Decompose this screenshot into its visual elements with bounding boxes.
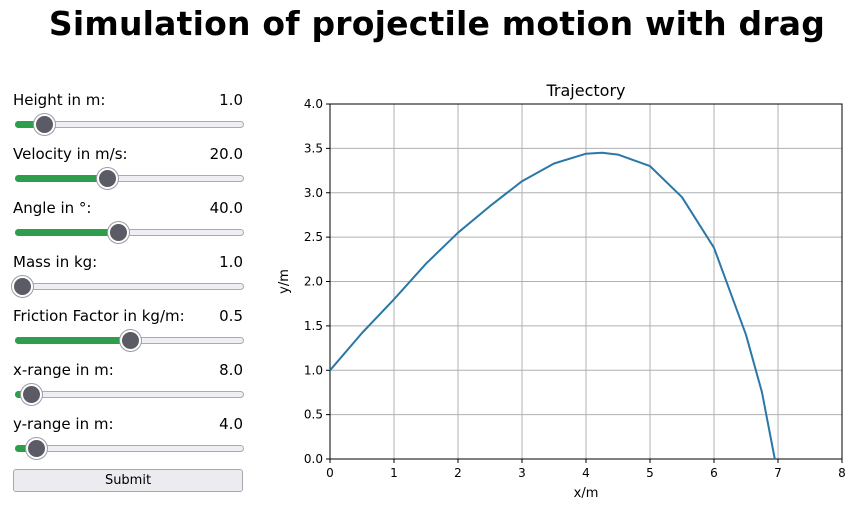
friction-control: Friction Factor in kg/m: 0.5 bbox=[13, 304, 244, 358]
x-tick-label: 3 bbox=[518, 466, 526, 480]
trajectory-chart: Trajectory 0 1 2 3 4 5 6 7 8 0.0 0.5 1.0 1.5 2.0 2.5 3.… bbox=[277, 81, 846, 501]
y-tick-label: 3.0 bbox=[304, 186, 323, 200]
x-range-control: x-range in m: 8.0 bbox=[13, 358, 244, 412]
slider-thumb[interactable] bbox=[12, 276, 33, 297]
velocity-slider[interactable] bbox=[15, 168, 244, 189]
x-range-slider[interactable] bbox=[15, 384, 244, 405]
height-value: 1.0 bbox=[219, 91, 243, 109]
slider-thumb[interactable] bbox=[120, 330, 141, 351]
slider-track bbox=[15, 283, 244, 290]
slider-fill bbox=[15, 229, 118, 236]
slider-thumb[interactable] bbox=[97, 168, 118, 189]
mass-label: Mass in kg: bbox=[13, 253, 98, 271]
mass-control: Mass in kg: 1.0 bbox=[12, 250, 244, 304]
x-tick-label: 1 bbox=[390, 466, 398, 480]
page-title: Simulation of projectile motion with dra… bbox=[48, 4, 826, 43]
y-range-slider[interactable] bbox=[15, 438, 244, 459]
velocity-label: Velocity in m/s: bbox=[13, 145, 128, 163]
y-tick-label: 4.0 bbox=[304, 97, 323, 111]
y-range-control: y-range in m: 4.0 bbox=[13, 412, 244, 466]
trajectory-line bbox=[329, 151, 776, 460]
x-tick-label: 8 bbox=[838, 466, 846, 480]
mass-slider[interactable] bbox=[12, 276, 244, 297]
y-tick-label: 2.0 bbox=[304, 275, 323, 289]
controls-panel: Height in m: 1.0 Velocity in m/s: 20.0 A… bbox=[12, 88, 244, 466]
slider-fill bbox=[15, 121, 44, 128]
angle-slider[interactable] bbox=[15, 222, 244, 243]
slider-thumb[interactable] bbox=[26, 438, 47, 459]
mass-value: 1.0 bbox=[219, 253, 243, 271]
y-tick-label: 1.0 bbox=[304, 363, 323, 377]
axis-ticks: 0 1 2 3 4 5 6 7 8 0.0 0.5 1.0 1.5 2.0 2.5 3.0 3.5 4.0 bbox=[304, 97, 846, 480]
x-axis-label: x/m bbox=[574, 486, 599, 501]
angle-value: 40.0 bbox=[209, 199, 243, 217]
friction-label: Friction Factor in kg/m: bbox=[13, 307, 185, 325]
velocity-control: Velocity in m/s: 20.0 bbox=[13, 142, 244, 196]
y-tick-label: 0.0 bbox=[304, 452, 323, 466]
x-tick-label: 7 bbox=[774, 466, 782, 480]
slider-track bbox=[15, 391, 244, 398]
x-range-value: 8.0 bbox=[219, 361, 243, 379]
x-tick-label: 4 bbox=[582, 466, 590, 480]
chart-title: Trajectory bbox=[546, 81, 626, 100]
y-tick-label: 1.5 bbox=[304, 319, 323, 333]
submit-button[interactable]: Submit bbox=[13, 469, 243, 492]
y-axis-label: y/m bbox=[277, 269, 292, 294]
slider-fill bbox=[15, 337, 130, 344]
slider-thumb[interactable] bbox=[21, 384, 42, 405]
x-range-label: x-range in m: bbox=[13, 361, 114, 379]
slider-track bbox=[15, 445, 244, 452]
slider-thumb[interactable] bbox=[34, 114, 55, 135]
slider-thumb[interactable] bbox=[108, 222, 129, 243]
y-range-value: 4.0 bbox=[219, 415, 243, 433]
y-tick-label: 0.5 bbox=[304, 408, 323, 422]
x-tick-label: 0 bbox=[326, 466, 334, 480]
x-tick-label: 5 bbox=[646, 466, 654, 480]
velocity-value: 20.0 bbox=[209, 145, 243, 163]
friction-slider[interactable] bbox=[15, 330, 244, 351]
y-tick-label: 2.5 bbox=[304, 230, 323, 244]
x-tick-label: 6 bbox=[710, 466, 718, 480]
slider-fill bbox=[15, 175, 107, 182]
y-tick-label: 3.5 bbox=[304, 141, 323, 155]
height-slider[interactable] bbox=[15, 114, 244, 135]
angle-label: Angle in °: bbox=[13, 199, 92, 217]
y-range-label: y-range in m: bbox=[13, 415, 114, 433]
slider-fill bbox=[15, 445, 36, 452]
height-control: Height in m: 1.0 bbox=[13, 88, 244, 142]
angle-control: Angle in °: 40.0 bbox=[13, 196, 244, 250]
height-label: Height in m: bbox=[13, 91, 106, 109]
x-tick-label: 2 bbox=[454, 466, 462, 480]
friction-value: 0.5 bbox=[219, 307, 243, 325]
